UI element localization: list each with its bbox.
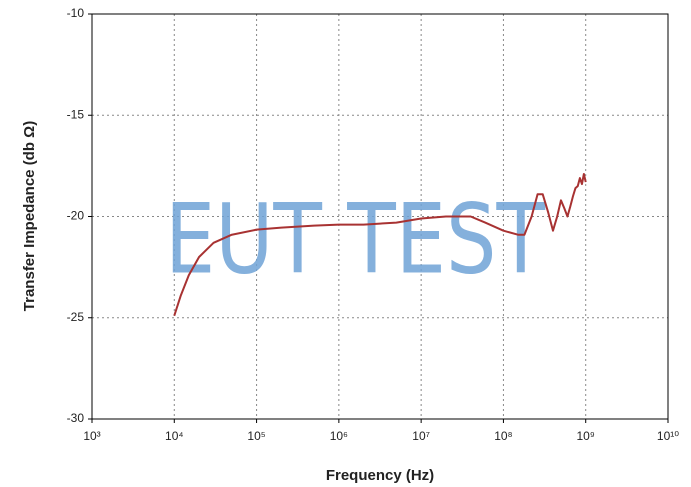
x-tick-label: 10⁵	[247, 429, 265, 443]
y-tick-label: -10	[67, 6, 85, 20]
y-tick-label: -25	[67, 310, 85, 324]
x-axis-title: Frequency (Hz)	[326, 467, 434, 484]
y-tick-label: -15	[67, 107, 85, 121]
x-tick-label: 10⁶	[330, 429, 348, 443]
data-line	[173, 172, 587, 317]
watermark: EUT TEST	[165, 183, 545, 295]
x-tick-label: 10⁸	[494, 429, 512, 443]
x-tick-label: 10⁹	[576, 429, 595, 443]
y-axis-title: Transfer Impedance (db Ω)	[21, 121, 38, 311]
x-tick-label: 10³	[83, 429, 100, 443]
plot-frame	[91, 13, 669, 420]
x-tick-label: 10¹⁰	[657, 429, 679, 443]
x-tick-label: 10⁴	[165, 429, 184, 443]
x-tick-label: 10⁷	[412, 429, 430, 443]
y-tick-label: -20	[67, 209, 85, 223]
y-tick-label: -30	[67, 411, 85, 425]
